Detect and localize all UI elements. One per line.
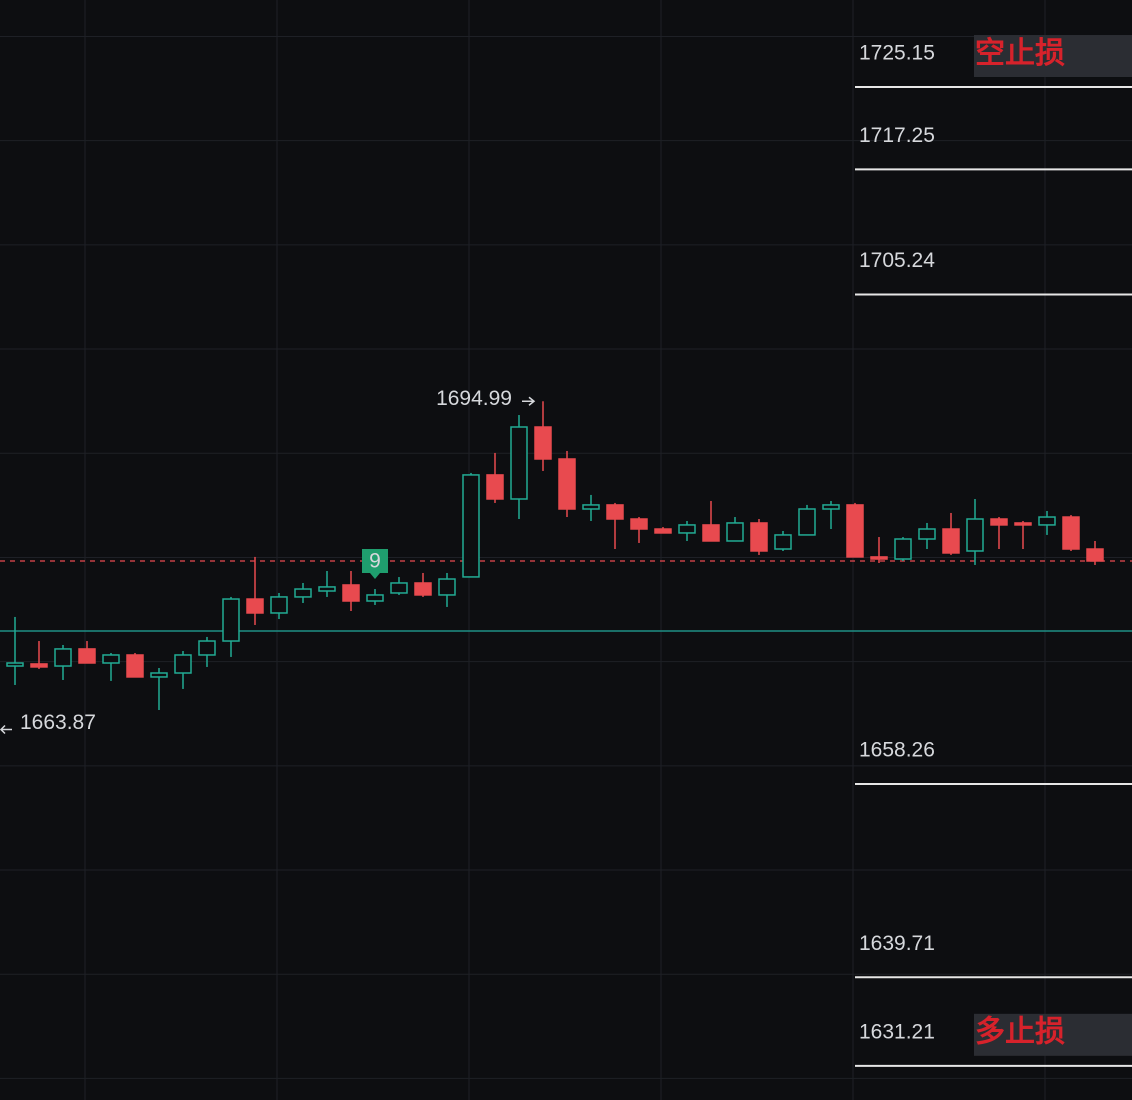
candle-body (726, 522, 744, 542)
candle-body (150, 672, 168, 678)
candle-body (438, 578, 456, 596)
candle-body (270, 596, 288, 614)
candle-body (846, 504, 864, 558)
candle-body (174, 654, 192, 674)
candle-body (30, 663, 48, 668)
candle-body (1014, 522, 1032, 526)
candle-body (822, 504, 840, 510)
candle-body (702, 524, 720, 542)
candle-body (750, 522, 768, 552)
level-tag: 多止损 (975, 1016, 1065, 1049)
high-label: 1694.99 (436, 387, 512, 410)
candle-body (198, 640, 216, 656)
level-label: 1717.25 (859, 124, 935, 147)
candle-body (870, 556, 888, 560)
level-label: 1705.24 (859, 249, 935, 272)
candle-body (510, 426, 528, 500)
level-label: 1631.21 (859, 1020, 935, 1043)
candle-body (294, 588, 312, 598)
candle-body (534, 426, 552, 460)
level-tag-bg (974, 1013, 1132, 1056)
candle-body (990, 518, 1008, 526)
candle-body (390, 582, 408, 594)
badge-shape (362, 549, 388, 580)
candle-body (774, 534, 792, 550)
candle-body (1038, 516, 1056, 526)
high-arrow (522, 396, 536, 406)
candle-body (102, 654, 120, 664)
candle-body (654, 528, 672, 534)
candle-body (606, 504, 624, 520)
low-arrow (0, 724, 12, 735)
candle-body (798, 508, 816, 536)
level-label: 1725.15 (859, 42, 935, 65)
candle-body (78, 648, 96, 664)
candle-body (1062, 516, 1080, 550)
candle-body (222, 598, 240, 642)
candle-body (462, 474, 480, 578)
candle-body (558, 458, 576, 510)
candle-body (246, 598, 264, 614)
candle-body (342, 584, 360, 602)
signal-badge: 9 (362, 549, 388, 580)
badge-label: 9 (369, 550, 381, 573)
candle-body (894, 538, 912, 560)
candle-body (918, 528, 936, 540)
candle-body (582, 504, 600, 510)
candle-body (126, 654, 144, 678)
candle-body (966, 518, 984, 552)
level-label: 1639.71 (859, 932, 935, 955)
candle-body (54, 648, 72, 667)
candle-body (6, 662, 24, 667)
candle-body (318, 586, 336, 592)
low-label: 1663.87 (20, 711, 96, 734)
candle-body (1086, 548, 1104, 562)
candle-body (414, 582, 432, 596)
level-tag: 空止损 (975, 37, 1065, 70)
level-tag-bg (974, 35, 1132, 78)
candle-body (366, 594, 384, 602)
candle-body (486, 474, 504, 500)
level-label: 1658.26 (859, 739, 935, 762)
candle-body (942, 528, 960, 554)
candle-body (678, 524, 696, 534)
candle-body (630, 518, 648, 530)
